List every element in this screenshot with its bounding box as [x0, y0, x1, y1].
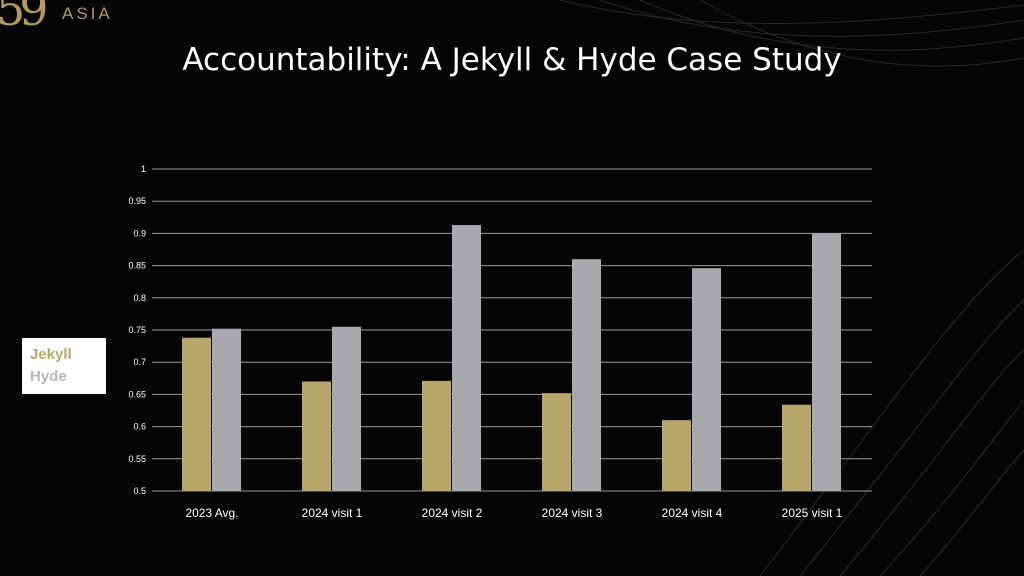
x-tick-label: 2024 visit 3	[542, 506, 603, 520]
slide-title: Accountability: A Jekyll & Hyde Case Stu…	[182, 42, 842, 78]
legend-jekyll: Jekyll	[30, 346, 72, 363]
bar-jekyll	[782, 404, 811, 491]
bar-jekyll	[662, 420, 691, 491]
logo-text: ASIA	[62, 4, 113, 23]
y-tick-label: 0.9	[133, 228, 146, 238]
bar-hyde	[692, 268, 721, 491]
logo-mark: 59	[0, 0, 48, 36]
y-tick-label: 0.85	[128, 261, 146, 271]
x-tick-label: 2023 Avg.	[185, 506, 238, 520]
y-tick-label: 1	[141, 164, 146, 174]
y-tick-label: 0.65	[128, 389, 146, 399]
bar-hyde	[452, 225, 481, 491]
legend-hyde: Hyde	[30, 368, 67, 385]
bar-jekyll	[302, 381, 331, 491]
y-tick-label: 0.7	[133, 357, 146, 367]
legend: Jekyll Hyde	[22, 338, 106, 394]
y-tick-label: 0.6	[133, 422, 146, 432]
bar-hyde	[332, 326, 361, 491]
y-tick-label: 0.55	[128, 454, 146, 464]
company-logo: 59 ASIA	[0, 0, 130, 36]
bar-hyde	[212, 328, 241, 491]
bar-jekyll	[182, 337, 211, 491]
x-tick-label: 2025 visit 1	[782, 506, 843, 520]
x-tick-label: 2024 visit 2	[422, 506, 483, 520]
x-tick-label: 2024 visit 1	[302, 506, 363, 520]
y-tick-label: 0.75	[128, 325, 146, 335]
y-tick-label: 0.95	[128, 196, 146, 206]
bar-jekyll	[422, 380, 451, 491]
bar-hyde	[812, 233, 841, 491]
y-tick-label: 0.5	[133, 486, 146, 496]
bar-hyde	[572, 259, 601, 491]
bar-jekyll	[542, 393, 571, 491]
y-tick-label: 0.8	[133, 293, 146, 303]
x-tick-label: 2024 visit 4	[662, 506, 723, 520]
